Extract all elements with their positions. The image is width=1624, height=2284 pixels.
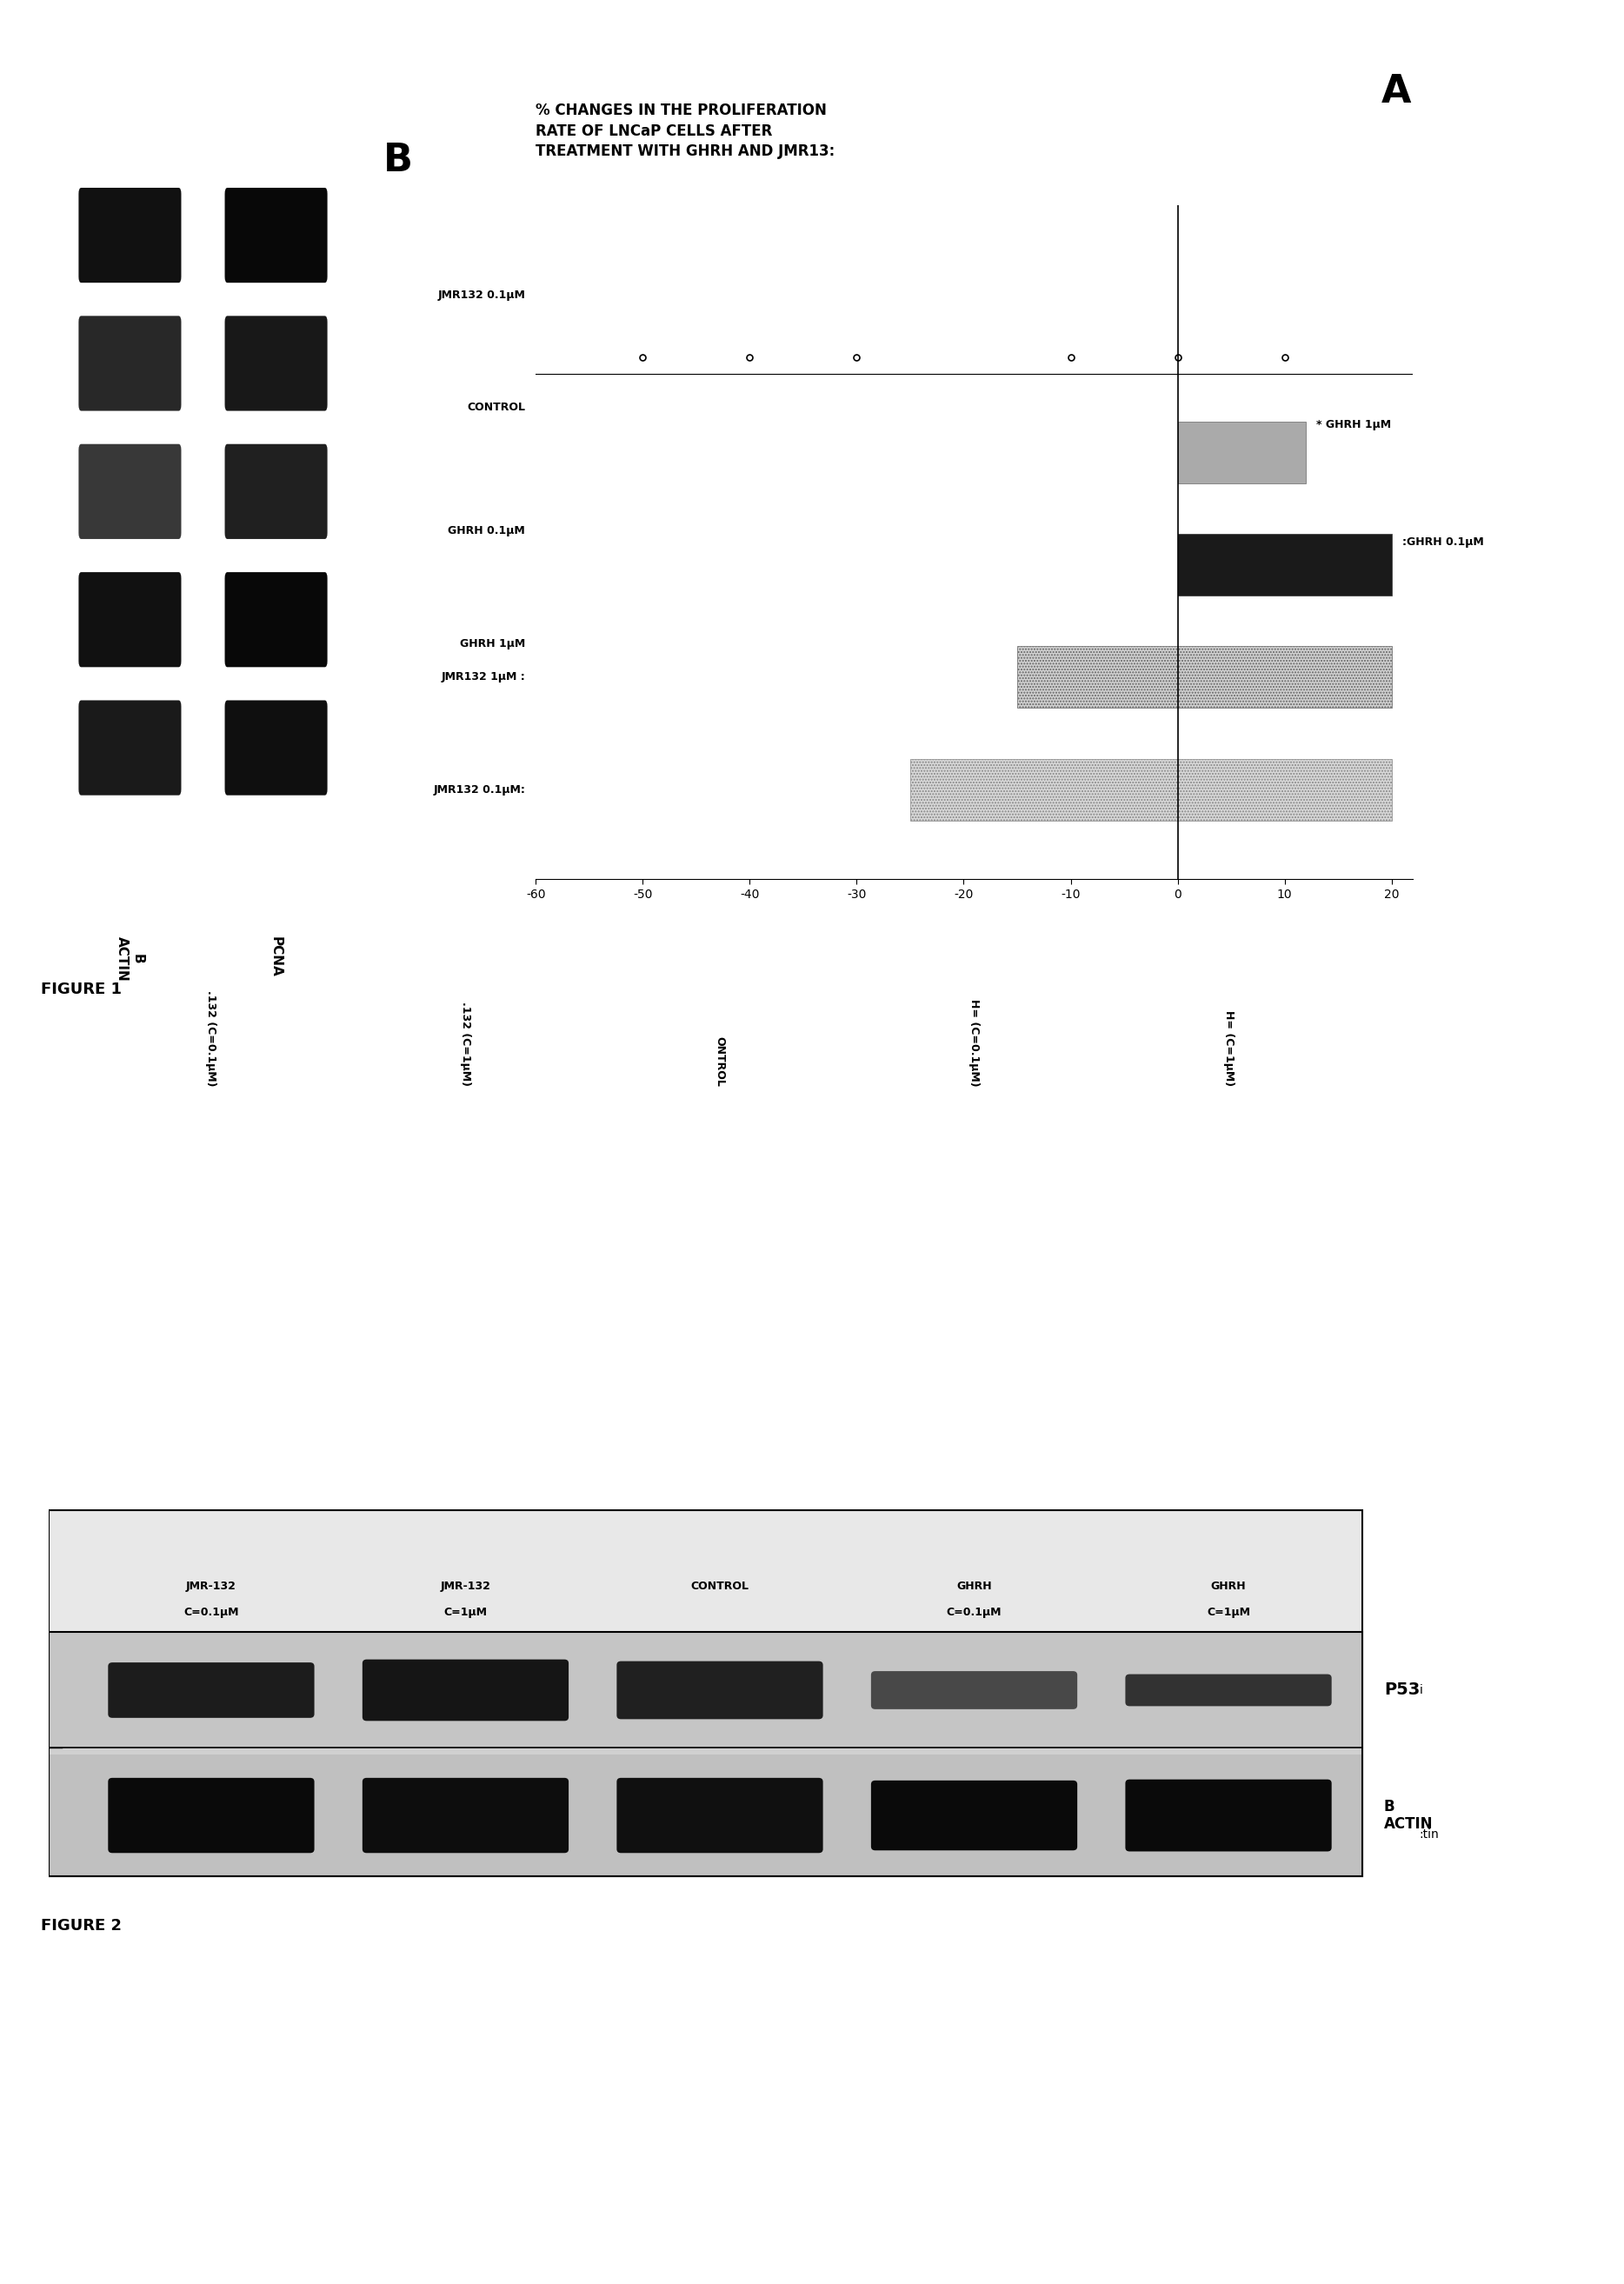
Text: * GHRH 1μM: * GHRH 1μM (1317, 418, 1392, 429)
Text: GHRH 0.1μM: GHRH 0.1μM (448, 525, 525, 537)
Text: H= (C=1μM): H= (C=1μM) (1223, 1010, 1234, 1087)
Text: :GHRH 0.1μM: :GHRH 0.1μM (1402, 537, 1484, 548)
Text: JMR132 1μM :: JMR132 1μM : (442, 671, 525, 683)
Text: FIGURE 2: FIGURE 2 (41, 1919, 122, 1935)
Text: FIGURE 1: FIGURE 1 (41, 982, 122, 998)
Text: PCNA: PCNA (270, 936, 283, 978)
Text: CONTROL: CONTROL (690, 1581, 749, 1592)
Text: GHRH: GHRH (957, 1581, 992, 1592)
FancyBboxPatch shape (78, 315, 182, 411)
Bar (49, 1633, 1363, 1877)
Text: GHRH 1μM: GHRH 1μM (460, 637, 525, 649)
FancyBboxPatch shape (362, 1777, 568, 1852)
Text: A: A (1382, 73, 1411, 110)
Bar (49, 1510, 1363, 1877)
FancyBboxPatch shape (1125, 1674, 1332, 1706)
Bar (49, 1633, 1363, 1877)
FancyBboxPatch shape (362, 1660, 568, 1720)
FancyBboxPatch shape (870, 1782, 1077, 1850)
Text: ONTROL: ONTROL (715, 1037, 726, 1087)
FancyBboxPatch shape (78, 187, 182, 283)
FancyBboxPatch shape (224, 573, 328, 667)
Text: % CHANGES IN THE PROLIFERATION
RATE OF LNCaP CELLS AFTER
TREATMENT WITH GHRH AND: % CHANGES IN THE PROLIFERATION RATE OF L… (536, 103, 835, 160)
Text: CONTROL: CONTROL (468, 402, 525, 413)
FancyBboxPatch shape (224, 187, 328, 283)
FancyBboxPatch shape (78, 573, 182, 667)
FancyBboxPatch shape (109, 1777, 315, 1852)
Text: P53: P53 (1384, 1681, 1419, 1699)
Text: i: i (1419, 1683, 1423, 1697)
Bar (909, 758, 1392, 820)
Text: C=1μM: C=1μM (443, 1606, 487, 1617)
Text: JMR-132: JMR-132 (187, 1581, 237, 1592)
Text: B
ACTIN: B ACTIN (1384, 1798, 1432, 1832)
Bar (1177, 423, 1306, 484)
Text: .132 (C=1μM): .132 (C=1μM) (460, 1003, 471, 1087)
Text: JMR-132: JMR-132 (440, 1581, 490, 1592)
Bar (1177, 534, 1392, 596)
FancyBboxPatch shape (78, 701, 182, 795)
Text: B: B (383, 142, 412, 178)
Text: :tin: :tin (1419, 1829, 1439, 1841)
Bar (1017, 646, 1392, 708)
FancyBboxPatch shape (617, 1660, 823, 1720)
FancyBboxPatch shape (109, 1663, 315, 1718)
Text: .132 (C=0.1μM): .132 (C=0.1μM) (206, 991, 218, 1087)
Bar (49, 1754, 1363, 1877)
FancyBboxPatch shape (224, 701, 328, 795)
FancyBboxPatch shape (870, 1672, 1077, 1708)
Text: H= (C=0.1μM): H= (C=0.1μM) (968, 998, 979, 1087)
Text: C=0.1μM: C=0.1μM (184, 1606, 239, 1617)
FancyBboxPatch shape (224, 443, 328, 539)
Text: JMR132 0.1μM: JMR132 0.1μM (437, 290, 525, 301)
FancyBboxPatch shape (1125, 1779, 1332, 1852)
Text: C=1μM: C=1μM (1207, 1606, 1250, 1617)
Bar (49, 1633, 1363, 1747)
FancyBboxPatch shape (78, 443, 182, 539)
Text: B
ACTIN: B ACTIN (115, 936, 145, 982)
FancyBboxPatch shape (617, 1777, 823, 1852)
Text: C=0.1μM: C=0.1μM (947, 1606, 1002, 1617)
FancyBboxPatch shape (224, 315, 328, 411)
Text: GHRH: GHRH (1212, 1581, 1246, 1592)
Text: JMR132 0.1μM:: JMR132 0.1μM: (434, 783, 525, 795)
